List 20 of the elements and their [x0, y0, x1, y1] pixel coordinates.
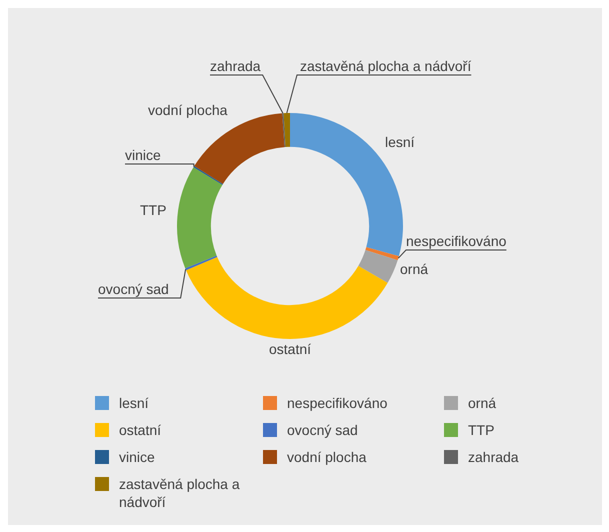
legend-label: orná — [468, 394, 496, 412]
slice-label: nespecifikováno — [406, 232, 507, 249]
legend-label: lesní — [119, 394, 149, 412]
legend-label: ovocný sad — [287, 421, 358, 439]
slice-label: TTP — [140, 202, 166, 218]
legend-label: vodní plocha — [287, 448, 366, 466]
slice-label: vinice — [125, 146, 162, 163]
slice-label: ovocný sad — [98, 280, 169, 297]
legend-label: ostatní — [119, 421, 162, 439]
legend-label: nespecifikováno — [287, 394, 388, 412]
legend-label: vinice — [119, 448, 155, 466]
slice-label: lesní — [385, 134, 415, 150]
legend-label: zahrada — [468, 448, 519, 466]
slice-label: orná — [400, 260, 428, 277]
slice-label: zahrada — [210, 58, 261, 74]
slice-label: zastavěná plocha a nádvoří — [300, 58, 472, 74]
slice-label: ostatní — [268, 340, 312, 357]
legend-label: zastavěná plocha a nádvoří — [119, 475, 241, 511]
slice-label: vodní plocha — [148, 102, 228, 118]
legend-label: TTP — [468, 421, 494, 439]
